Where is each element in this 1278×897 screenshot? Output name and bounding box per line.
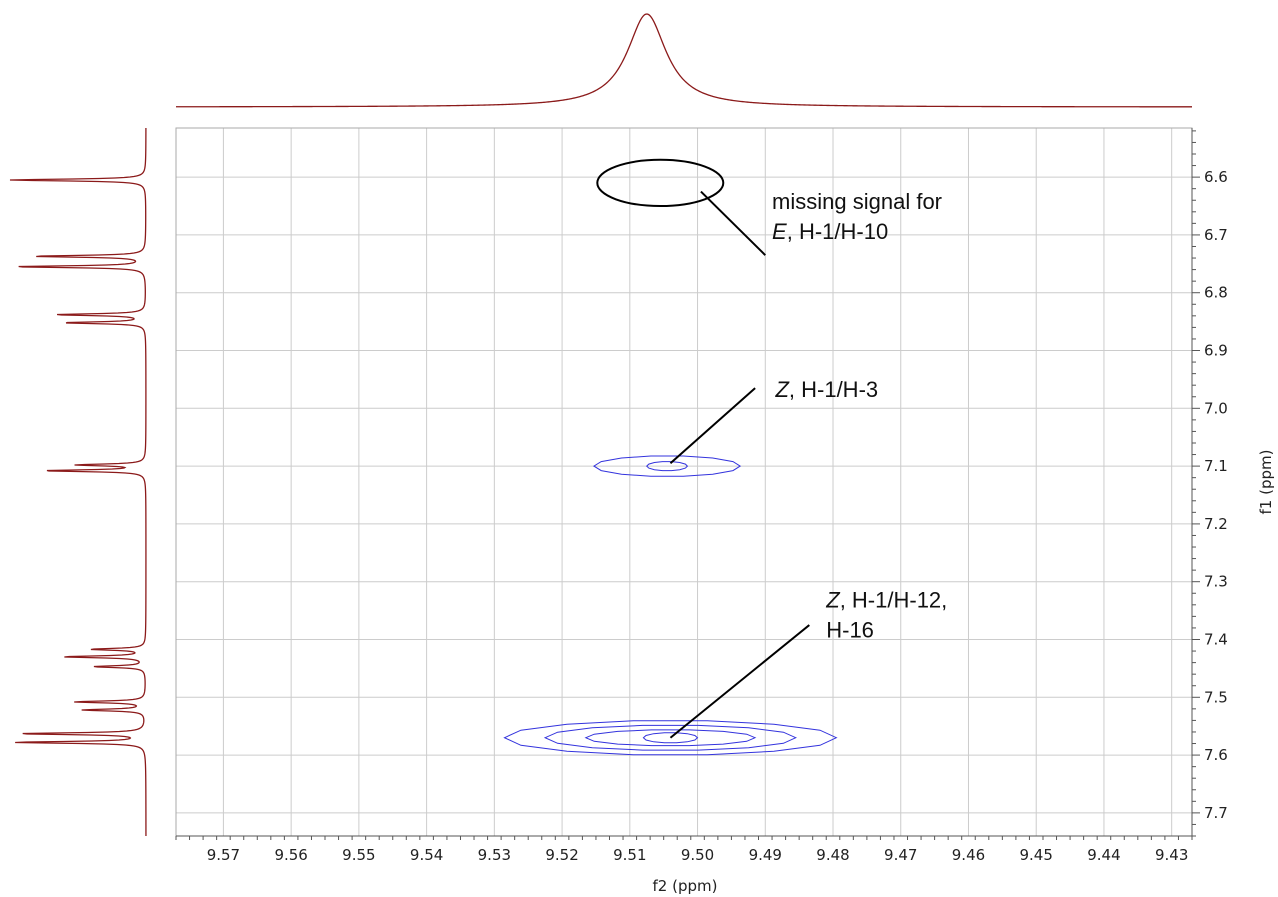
y-tick-label: 7.3: [1204, 573, 1228, 591]
y-tick-label: 6.7: [1204, 226, 1228, 244]
y-tick-label: 7.5: [1204, 688, 1228, 706]
y-tick-label: 7.0: [1204, 399, 1228, 417]
contour-level: [645, 461, 689, 472]
x-tick-label: 9.48: [816, 846, 849, 864]
x-tick-label: 9.53: [478, 846, 511, 864]
contour-level: [584, 729, 757, 747]
x-axis-title: f2 (ppm): [653, 877, 718, 895]
axes: 9.57 9.56 9.55 9.54 9.53 9.52 9.51 9.50 9.49 9.48…: [175, 128, 1228, 864]
annotation-leader-line: [669, 624, 810, 739]
contour-level: [642, 732, 699, 744]
annotation-label: Z, H-1/H-12,: [825, 588, 947, 613]
y-tick-label: 7.1: [1204, 457, 1228, 475]
contour-level: [543, 724, 798, 751]
x-tick-label: 9.44: [1087, 846, 1120, 864]
left-projection-trace: [9, 128, 147, 836]
x-tick-label: 9.47: [884, 846, 917, 864]
y-tick-label: 7.2: [1204, 515, 1228, 533]
x-tick-label: 9.49: [749, 846, 782, 864]
contour-level: [592, 455, 742, 477]
annotation-label: E, H-1/H-10: [772, 219, 888, 244]
y-tick-label: 7.4: [1204, 630, 1228, 648]
y-tick-label: 7.7: [1204, 804, 1228, 822]
cross-peak-contours: [503, 455, 838, 756]
x-tick-label: 9.54: [410, 846, 443, 864]
x-tick-label: 9.52: [545, 846, 578, 864]
contour-level: [503, 720, 838, 756]
top-projection-trace: [176, 13, 1192, 108]
x-tick-label: 9.45: [1020, 846, 1053, 864]
annotation-label: missing signal for: [772, 189, 942, 214]
left-projection-spectrum: [9, 128, 147, 836]
grid-lines: [176, 128, 1192, 836]
annotation-leader-line: [700, 190, 766, 256]
annotation-label: H-16: [826, 618, 874, 643]
x-tick-label: 9.50: [681, 846, 714, 864]
x-tick-label: 9.46: [952, 846, 985, 864]
y-tick-label: 6.6: [1204, 168, 1228, 186]
annotation-leader-line: [669, 387, 756, 464]
x-tick-label: 9.56: [274, 846, 307, 864]
annotation-label: Z, H-1/H-3: [774, 377, 878, 402]
x-tick-label: 9.51: [613, 846, 646, 864]
top-projection-spectrum: [176, 13, 1192, 108]
x-tick-label: 9.57: [207, 846, 240, 864]
missing-signal-marker: [596, 158, 725, 208]
y-axis-title: f1 (ppm): [1257, 450, 1275, 515]
x-tick-label: 9.43: [1155, 846, 1188, 864]
y-tick-label: 6.9: [1204, 342, 1228, 360]
x-tick-label: 9.55: [342, 846, 375, 864]
y-tick-label: 7.6: [1204, 746, 1228, 764]
y-tick-label: 6.8: [1204, 284, 1228, 302]
annotations: missing signal for E, H-1/H-10 Z, H-1/H-3 Z…: [596, 158, 947, 739]
